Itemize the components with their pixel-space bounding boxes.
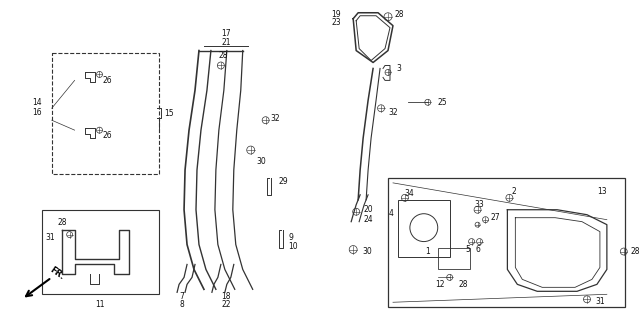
Text: 19: 19 — [332, 10, 341, 19]
Text: 22: 22 — [221, 300, 230, 309]
Text: 18: 18 — [221, 292, 230, 301]
Bar — [438, 248, 470, 269]
Text: 10: 10 — [289, 242, 298, 251]
Text: 21: 21 — [221, 38, 230, 47]
Text: 15: 15 — [164, 109, 174, 118]
Bar — [52, 53, 159, 174]
Bar — [398, 200, 450, 257]
Text: 30: 30 — [362, 247, 372, 256]
Text: 28: 28 — [395, 10, 404, 19]
Text: 9: 9 — [289, 233, 293, 242]
Text: 31: 31 — [46, 233, 56, 242]
Text: 11: 11 — [95, 300, 104, 309]
Text: 28: 28 — [459, 280, 468, 289]
Text: 29: 29 — [278, 178, 288, 186]
Text: 32: 32 — [388, 108, 397, 117]
Text: 24: 24 — [363, 215, 372, 224]
Text: 5: 5 — [465, 245, 470, 254]
Text: 31: 31 — [595, 297, 605, 306]
Text: 28: 28 — [58, 218, 67, 227]
Text: 8: 8 — [180, 300, 184, 309]
Bar — [388, 178, 625, 307]
Text: 28: 28 — [219, 51, 228, 60]
Text: 13: 13 — [597, 187, 607, 196]
Text: 2: 2 — [511, 187, 516, 196]
Text: 7: 7 — [180, 292, 184, 301]
Text: 14: 14 — [32, 98, 42, 107]
Text: 26: 26 — [102, 76, 112, 85]
Text: 25: 25 — [438, 98, 447, 107]
Text: 17: 17 — [221, 29, 230, 38]
Bar — [42, 210, 159, 294]
Text: 23: 23 — [332, 18, 341, 27]
Text: 20: 20 — [363, 205, 372, 214]
Text: 3: 3 — [396, 64, 401, 73]
Text: 16: 16 — [32, 108, 42, 117]
Text: 33: 33 — [475, 200, 484, 209]
Text: 28: 28 — [631, 247, 640, 256]
Text: 27: 27 — [490, 213, 500, 222]
Text: 30: 30 — [257, 158, 266, 166]
Text: 6: 6 — [475, 245, 480, 254]
Text: 34: 34 — [404, 189, 413, 198]
Text: 26: 26 — [102, 131, 112, 139]
Text: 12: 12 — [435, 280, 445, 289]
Text: 32: 32 — [271, 114, 280, 123]
Text: 1: 1 — [425, 247, 430, 256]
Text: 4: 4 — [389, 209, 394, 218]
Text: FR.: FR. — [48, 265, 66, 281]
